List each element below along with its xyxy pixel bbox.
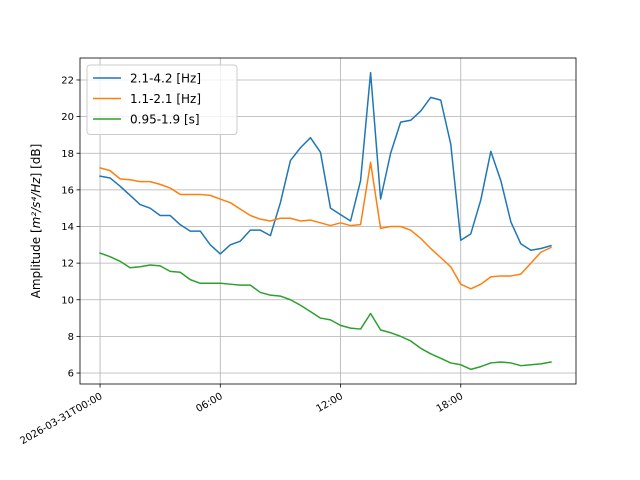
plot-frame bbox=[79, 57, 577, 385]
y-tick-label: 18 bbox=[61, 149, 74, 160]
series-line bbox=[99, 71, 552, 255]
data-series bbox=[99, 71, 552, 371]
y-tick-label: 16 bbox=[61, 185, 74, 196]
legend-label: 1.1-2.1 [Hz] bbox=[130, 92, 201, 106]
y-axis-label: Amplitude [m²/s⁴/Hz] [dB] bbox=[29, 144, 43, 299]
grid-lines bbox=[80, 58, 576, 384]
y-tick-label: 12 bbox=[61, 259, 74, 270]
y-tick-label: 10 bbox=[61, 295, 74, 306]
y-tick-label: 22 bbox=[61, 76, 74, 87]
legend-label: 2.1-4.2 [Hz] bbox=[130, 71, 201, 85]
y-axis: 6 8 10 12 14 16 18 20 22 bbox=[61, 76, 80, 380]
series-line bbox=[99, 252, 552, 371]
legend-box bbox=[86, 64, 238, 135]
y-tick-label: 14 bbox=[61, 222, 74, 233]
y-tick-label: 8 bbox=[68, 332, 74, 343]
legend: 2.1-4.2 [Hz] 1.1-2.1 [Hz] 0.95-1.9 [s] bbox=[86, 64, 238, 135]
series-line bbox=[99, 161, 552, 290]
legend-label: 0.95-1.9 [s] bbox=[130, 112, 200, 126]
y-tick-label: 6 bbox=[68, 369, 74, 380]
y-tick-label: 20 bbox=[61, 112, 74, 123]
